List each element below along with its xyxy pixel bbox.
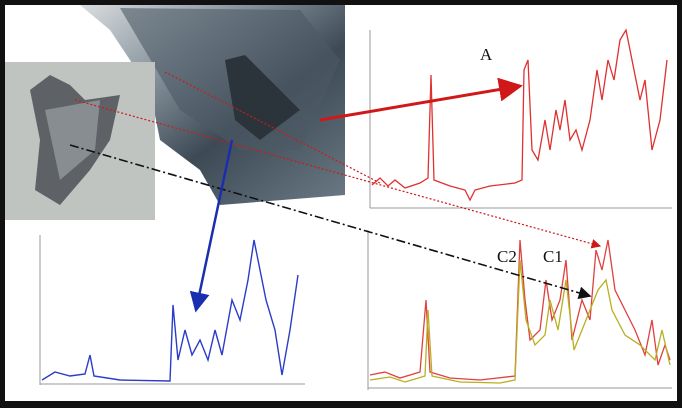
label: C1 <box>543 247 563 266</box>
page: A C2 C1 (() => { const data = JSON.parse… <box>0 0 682 408</box>
label: A <box>480 45 493 64</box>
figure: A C2 C1 <box>0 0 682 408</box>
label: C2 <box>497 247 517 266</box>
